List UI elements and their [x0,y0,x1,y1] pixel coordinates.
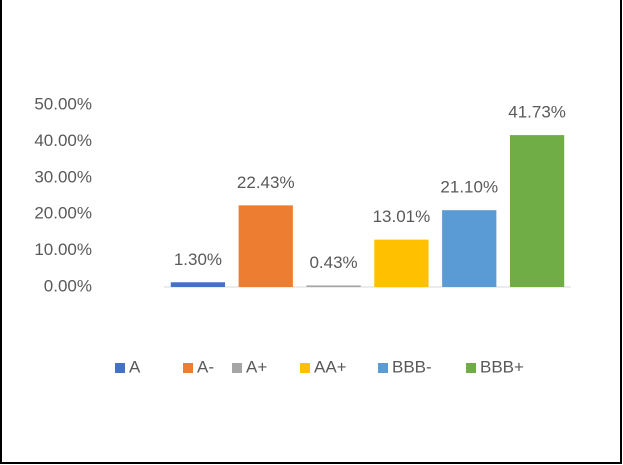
bar [306,285,361,287]
legend-swatch [115,363,125,373]
y-tick-label: 10.00% [34,240,92,259]
legend-swatch [466,363,476,373]
y-tick-label: 40.00% [34,131,92,150]
data-label: 0.43% [309,253,357,272]
y-tick-label: 30.00% [34,167,92,186]
bar [442,210,497,287]
legend-label: BBB+ [480,357,524,376]
data-label: 13.01% [373,207,431,226]
legend-label: A+ [246,357,267,376]
legend-label: AA+ [314,357,347,376]
data-label: 41.73% [508,103,566,122]
data-label: 22.43% [237,173,295,192]
legend-label: A [129,357,141,376]
y-tick-label: 50.00% [34,94,92,113]
bar [238,205,293,287]
legend-swatch [378,363,388,373]
legend-swatch [300,363,310,373]
data-label: 21.10% [440,178,498,197]
legend-label: BBB- [392,357,432,376]
data-label: 1.30% [174,250,222,269]
legend-label: A- [197,357,214,376]
legend-swatch [232,363,242,373]
bar [509,135,565,287]
bar [170,282,226,287]
y-tick-label: 20.00% [34,204,92,223]
legend-swatch [183,363,193,373]
bar [374,239,429,287]
y-tick-label: 0.00% [44,276,92,295]
